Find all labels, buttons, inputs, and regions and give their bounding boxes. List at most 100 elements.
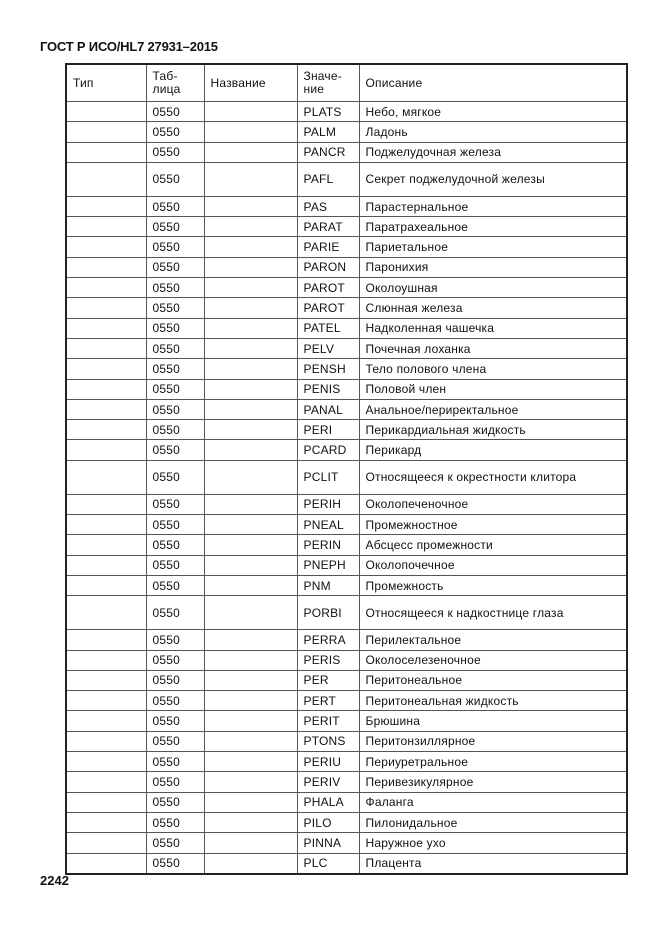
cell-type (65, 100, 147, 123)
cell-table: 0550 (145, 730, 205, 753)
header-name: Название (203, 63, 298, 102)
cell-description: Промежностное (358, 514, 628, 536)
cell-description: Перикардиальная жидкость (358, 419, 628, 441)
cell-table: 0550 (145, 195, 205, 218)
cell-value: PERIV (296, 771, 360, 793)
table-row: 0550 PERIH Околопеченочное (65, 493, 628, 516)
cell-name (203, 534, 298, 556)
header-description: Описание (358, 63, 628, 102)
cell-value: PARON (296, 256, 360, 279)
cell-name (203, 459, 298, 495)
cell-description: Фаланга (358, 791, 628, 813)
cell-name (203, 398, 298, 421)
cell-type (65, 554, 147, 576)
cell-value: PENIS (296, 378, 360, 400)
table-row: 0550 PARAT Паратрахеальное (65, 216, 628, 238)
cell-table: 0550 (145, 852, 205, 875)
cell-table: 0550 (145, 514, 205, 536)
cell-value: PERIU (296, 751, 360, 773)
cell-type (65, 216, 147, 238)
cell-description: Паронихия (358, 256, 628, 279)
cell-description: Промежность (358, 574, 628, 597)
cell-value: PERIS (296, 649, 360, 671)
cell-name (203, 852, 298, 875)
document-title: ГОСТ Р ИСО/HL7 27931–2015 (40, 39, 218, 54)
header-value: Значе- ние (296, 63, 360, 102)
cell-description: Околоселезеночное (358, 649, 628, 671)
cell-value: PERIT (296, 710, 360, 732)
cell-name (203, 771, 298, 793)
cell-type (65, 791, 147, 813)
cell-table: 0550 (145, 554, 205, 576)
cell-table: 0550 (145, 358, 205, 380)
cell-name (203, 358, 298, 380)
cell-description: Секрет поджелудочной железы (358, 161, 628, 197)
cell-description: Периуретральное (358, 751, 628, 773)
cell-type (65, 534, 147, 556)
cell-table: 0550 (145, 595, 205, 631)
cell-value: PERIN (296, 534, 360, 556)
cell-description: Тело полового члена (358, 358, 628, 380)
cell-name (203, 649, 298, 671)
cell-type (65, 398, 147, 421)
cell-value: PAROT (296, 297, 360, 319)
cell-type (65, 439, 147, 461)
cell-table: 0550 (145, 791, 205, 813)
cell-name (203, 811, 298, 834)
cell-table: 0550 (145, 161, 205, 197)
cell-description: Перитонеальное (358, 669, 628, 692)
table-header-row: Тип Таб- лица Название Значе- ние Описан… (65, 63, 628, 102)
cell-value: PLC (296, 852, 360, 875)
cell-type (65, 317, 147, 339)
cell-name (203, 236, 298, 258)
table-row: 0550 PAROT Слюнная железа (65, 297, 628, 319)
table-row: 0550 PANAL Анальное/периректальное (65, 398, 628, 421)
cell-value: PNEAL (296, 514, 360, 536)
cell-table: 0550 (145, 100, 205, 123)
cell-value: PER (296, 669, 360, 692)
cell-table: 0550 (145, 141, 205, 163)
table-row: 0550 PLC Плацента (65, 852, 628, 875)
table-row: 0550 PENIS Половой член (65, 378, 628, 400)
table-row: 0550 PERT Перитонеальная жидкость (65, 690, 628, 712)
table-row: 0550 PORBI Относящееся к надкостнице глаза (65, 595, 628, 631)
table-row: 0550 PHALA Фаланга (65, 791, 628, 813)
cell-name (203, 256, 298, 279)
cell-type (65, 730, 147, 753)
table-row: 0550 PERIV Перивезикулярное (65, 771, 628, 793)
cell-table: 0550 (145, 337, 205, 360)
page-number: 2242 (40, 873, 69, 888)
table-row: 0550 PARIE Париетальное (65, 236, 628, 258)
cell-name (203, 277, 298, 299)
cell-name (203, 337, 298, 360)
cell-type (65, 195, 147, 218)
cell-value: PERI (296, 419, 360, 441)
cell-name (203, 574, 298, 597)
cell-table: 0550 (145, 297, 205, 319)
table-row: 0550 PCLIT Относящееся к окрестности клито… (65, 459, 628, 495)
cell-description: Перикард (358, 439, 628, 461)
table-row: 0550 PILO Пилонидальное (65, 811, 628, 834)
table-row: 0550 PINNA Наружное ухо (65, 832, 628, 854)
cell-type (65, 459, 147, 495)
cell-type (65, 419, 147, 441)
cell-type (65, 649, 147, 671)
cell-type (65, 629, 147, 651)
cell-value: PATEL (296, 317, 360, 339)
table-row: 0550 PNEPH Околопочечное (65, 554, 628, 576)
cell-table: 0550 (145, 236, 205, 258)
cell-value: PTONS (296, 730, 360, 753)
table-row: 0550 PLATS Небо, мягкое (65, 100, 628, 123)
table-row: 0550 PAFL Секрет поджелудочной железы (65, 161, 628, 197)
cell-description: Околопочечное (358, 554, 628, 576)
cell-name (203, 629, 298, 651)
cell-table: 0550 (145, 751, 205, 773)
table-row: 0550 PERIU Периуретральное (65, 751, 628, 773)
cell-description: Перивезикулярное (358, 771, 628, 793)
cell-name (203, 161, 298, 197)
cell-table: 0550 (145, 277, 205, 299)
cell-value: PCLIT (296, 459, 360, 495)
cell-type (65, 811, 147, 834)
cell-table: 0550 (145, 398, 205, 421)
cell-description: Относящееся к окрестности клитора (358, 459, 628, 495)
